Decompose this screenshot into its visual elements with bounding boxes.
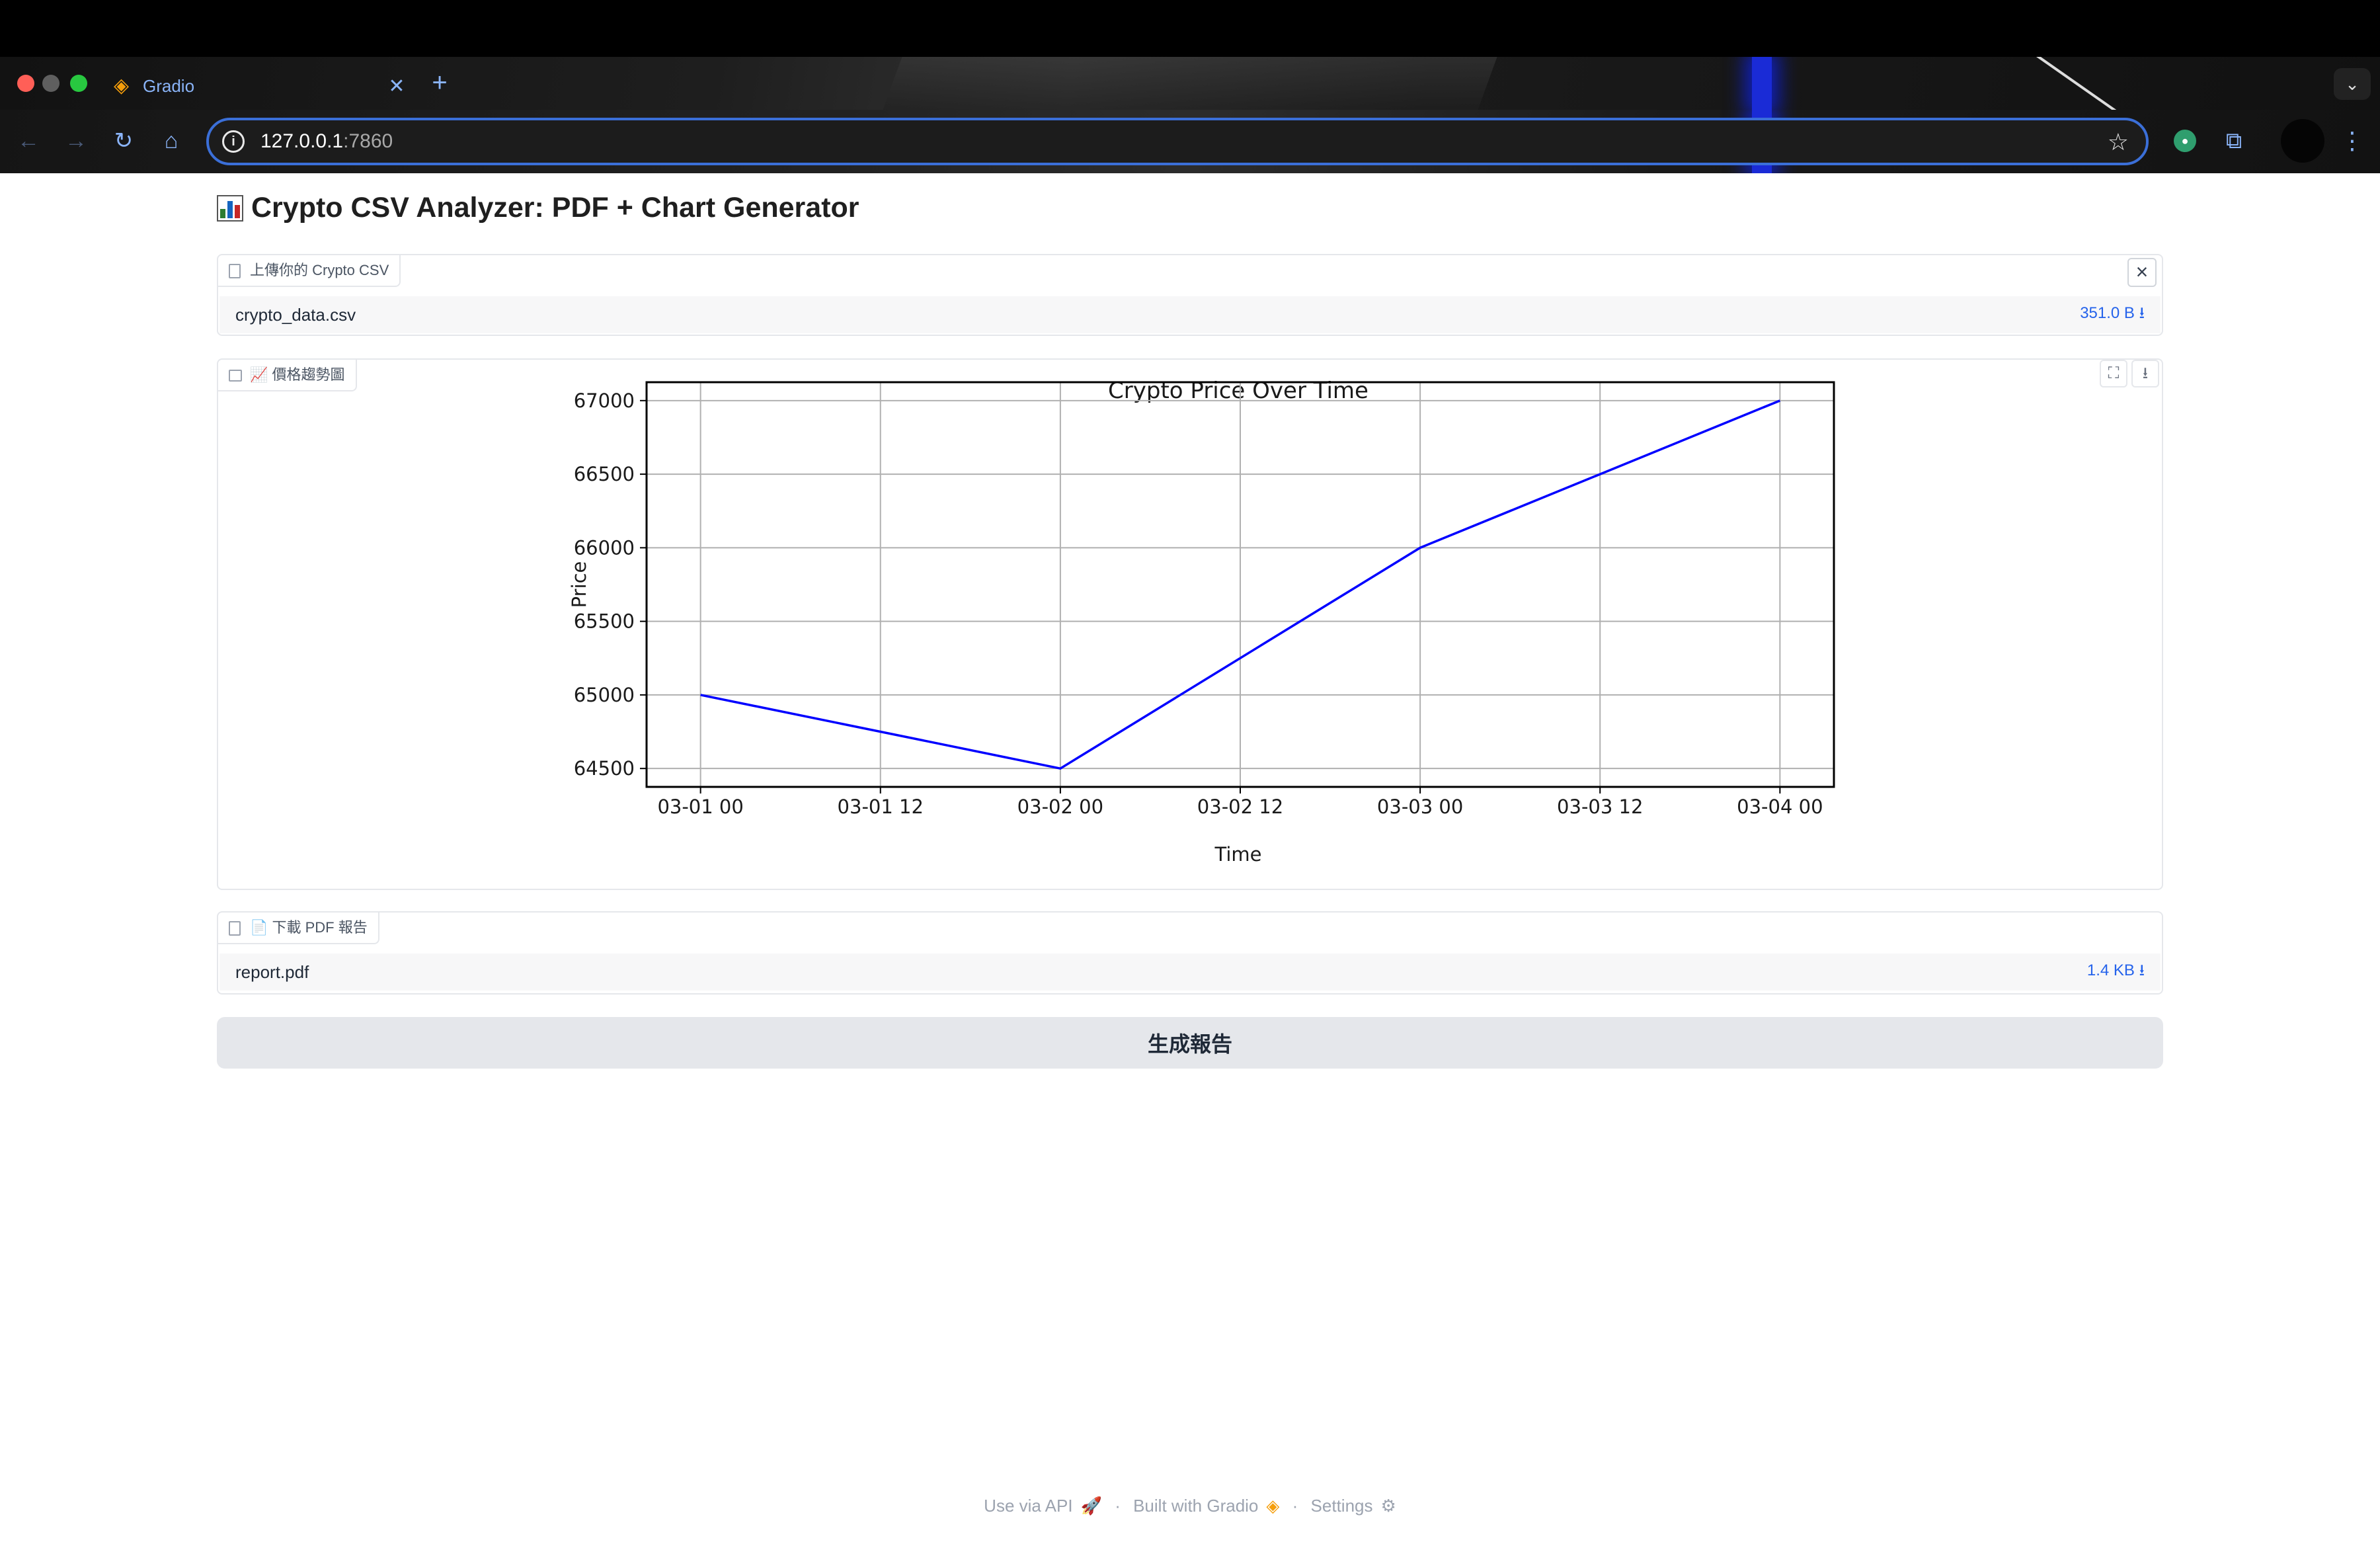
y-tick-label: 66500 — [574, 463, 635, 485]
reload-icon[interactable]: ↻ — [114, 128, 134, 153]
use-via-api-link[interactable]: Use via API — [984, 1496, 1073, 1516]
report-file-name: report.pdf — [235, 961, 309, 982]
tab-bar — [0, 57, 2380, 110]
x-tick-label: 03-02 00 — [1017, 795, 1103, 818]
file-icon — [229, 264, 241, 278]
pdf-report-label: 📄 下載 PDF 報告 — [218, 913, 379, 944]
window-close-button[interactable] — [17, 75, 34, 92]
price-chart-block: 📈 價格趨勢圖 ⛶ ⭳ Crypto Price Over Time 03-01… — [217, 358, 2163, 890]
chart-grid — [647, 382, 1834, 787]
x-tick-label: 03-03 12 — [1557, 795, 1643, 818]
footer-separator: · — [1292, 1496, 1298, 1516]
uploaded-file-row: crypto_data.csv 351.0 B ⭳ — [219, 296, 2161, 333]
bar-chart-icon — [217, 194, 243, 222]
generate-report-button[interactable]: 生成報告 — [217, 1017, 2163, 1069]
y-tick-label: 66000 — [574, 536, 635, 559]
pdf-report-label-text: 📄 下載 PDF 報告 — [250, 919, 368, 936]
report-file-row: report.pdf 1.4 KB ⭳ — [219, 954, 2161, 991]
extension-icon[interactable]: ● — [2174, 130, 2196, 152]
gradio-favicon-icon: ◈ — [114, 75, 130, 97]
chart-ticks: 03-01 00 03-01 12 03-02 00 03-02 12 03-03 00… — [574, 389, 1823, 818]
csv-upload-label: 上傳你的 Crypto CSV — [218, 255, 401, 287]
site-info-icon[interactable]: i — [222, 130, 245, 153]
x-tick-label: 03-03 00 — [1377, 795, 1463, 818]
x-tick-label: 03-01 00 — [657, 795, 743, 818]
image-icon — [229, 370, 242, 382]
extensions-puzzle-icon[interactable]: ⧉ — [2225, 128, 2242, 153]
clear-file-button[interactable]: × — [2127, 258, 2157, 287]
browser-menu-icon[interactable]: ⋮ — [2340, 127, 2364, 154]
tab-search-icon[interactable]: ⌄ — [2334, 68, 2371, 100]
footer-separator: · — [1115, 1496, 1121, 1516]
x-tick-label: 03-01 12 — [838, 795, 924, 818]
browser-tab[interactable]: ◈ Gradio ✕ — [99, 62, 410, 110]
chart-series — [700, 399, 1781, 770]
gradio-page: Crypto CSV Analyzer: PDF + Chart Generat… — [0, 173, 2380, 1546]
bookmark-star-icon[interactable]: ☆ — [2107, 128, 2129, 155]
window-maximize-button[interactable] — [70, 75, 87, 92]
gear-icon: ⚙ — [1380, 1496, 1396, 1516]
csv-upload-block: 上傳你的 Crypto CSV × crypto_data.csv 351.0 … — [217, 254, 2163, 336]
pdf-report-block: 📄 下載 PDF 報告 report.pdf 1.4 KB ⭳ — [217, 911, 2163, 995]
y-tick-label: 65000 — [574, 684, 635, 706]
address-bar[interactable]: i 127.0.0.1:7860 ☆ — [206, 118, 2149, 165]
tab-close-icon[interactable]: ✕ — [388, 75, 405, 97]
report-file-download-link[interactable]: 1.4 KB ⭳ — [2086, 961, 2145, 979]
profile-avatar[interactable] — [2281, 119, 2324, 163]
new-tab-icon[interactable]: + — [432, 68, 448, 97]
fullscreen-icon[interactable]: ⛶ — [2100, 360, 2127, 387]
chart-y-axis-label: Price — [568, 561, 590, 608]
url-host: 127.0.0.1 — [260, 130, 344, 152]
footer: Use via API 🚀 · Built with Gradio ◈ · Sett… — [0, 1496, 2380, 1516]
built-with-gradio-link[interactable]: Built with Gradio — [1133, 1496, 1259, 1516]
price-chart-label: 📈 價格趨勢圖 — [218, 360, 357, 391]
gradio-logo-icon: ◈ — [1266, 1496, 1280, 1516]
settings-link[interactable]: Settings — [1310, 1496, 1373, 1516]
price-chart-label-text: 📈 價格趨勢圖 — [250, 366, 345, 383]
uploaded-file-download-link[interactable]: 351.0 B ⭳ — [2080, 304, 2145, 322]
x-tick-label: 03-04 00 — [1737, 795, 1823, 818]
forward-arrow-icon[interactable]: → — [65, 128, 87, 153]
chart-x-axis-label: Time — [1214, 843, 1262, 866]
tab-title: Gradio — [143, 75, 195, 96]
download-icon[interactable]: ⭳ — [2131, 360, 2159, 387]
csv-upload-label-text: 上傳你的 Crypto CSV — [250, 262, 389, 278]
y-tick-label: 67000 — [574, 389, 635, 412]
file-icon — [229, 921, 241, 936]
url-port: :7860 — [343, 130, 393, 152]
price-line-chart: Crypto Price Over Time 03-01 00 03-01 12 0… — [568, 378, 1835, 866]
x-tick-label: 03-02 12 — [1197, 795, 1283, 818]
page-title: Crypto CSV Analyzer: PDF + Chart Generat… — [217, 192, 859, 224]
y-tick-label: 64500 — [574, 757, 635, 780]
back-arrow-icon[interactable]: ← — [17, 128, 40, 153]
screen-top-bar — [0, 0, 2380, 57]
home-icon[interactable]: ⌂ — [164, 128, 178, 153]
window-minimize-button[interactable] — [42, 75, 60, 92]
rocket-icon: 🚀 — [1080, 1496, 1102, 1516]
y-tick-label: 65500 — [574, 610, 635, 633]
uploaded-file-name: crypto_data.csv — [235, 304, 356, 325]
page-title-text: Crypto CSV Analyzer: PDF + Chart Generat… — [251, 192, 859, 224]
